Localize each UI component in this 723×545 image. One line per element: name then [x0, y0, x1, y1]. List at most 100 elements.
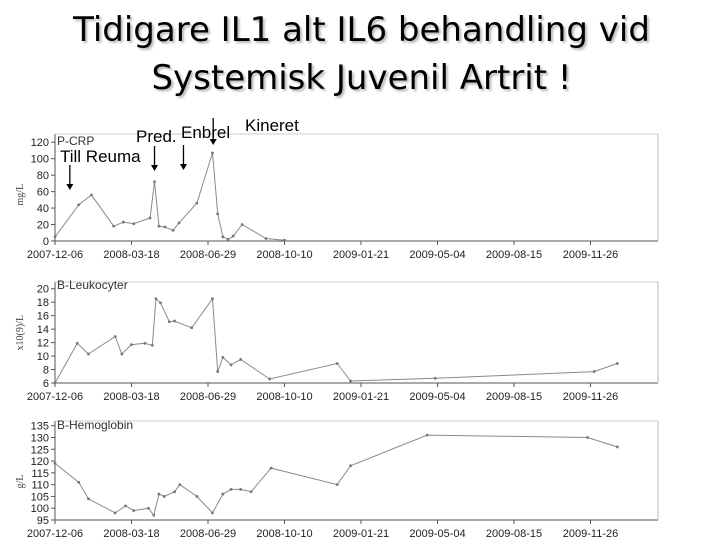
- data-point: [615, 445, 619, 449]
- slide-title-line2: Systemisk Juvenil Artrit !: [151, 58, 572, 98]
- data-point: [112, 224, 116, 228]
- data-point: [240, 223, 244, 226]
- data-point: [221, 492, 225, 496]
- data-point: [124, 504, 127, 508]
- data-point: [87, 352, 90, 356]
- data-point: [349, 379, 353, 383]
- x-tick-label: 2008-06-29: [180, 528, 236, 540]
- y-tick-label: 110: [31, 480, 49, 492]
- data-point: [226, 237, 230, 241]
- chart-title-3: B-Hemoglobin: [57, 418, 133, 432]
- data-point: [143, 341, 147, 345]
- data-point: [150, 343, 154, 347]
- x-tick-label: 2007-12-06: [27, 528, 83, 540]
- x-tick-label: 2009-05-04: [409, 249, 465, 261]
- data-point: [178, 483, 182, 487]
- annotation-enbrel: Enbrel: [179, 123, 230, 170]
- data-point: [195, 495, 199, 498]
- y-tick-label: 40: [37, 203, 49, 215]
- data-point: [87, 497, 90, 501]
- data-point: [173, 490, 176, 494]
- data-point: [349, 464, 353, 468]
- y-axis-label-2: x10(9)/L: [15, 315, 26, 351]
- data-point: [221, 235, 225, 239]
- x-tick-label: 2009-08-15: [486, 528, 542, 540]
- data-point: [335, 483, 339, 487]
- y-tick-label: 80: [37, 170, 49, 182]
- data-point: [171, 228, 175, 232]
- data-point: [53, 462, 57, 465]
- data-point: [159, 301, 162, 305]
- x-tick-label: 2009-01-21: [333, 249, 389, 261]
- annotation-arrow-head: [179, 164, 187, 170]
- data-point: [130, 343, 133, 347]
- data-point: [113, 335, 117, 338]
- data-point: [195, 201, 199, 205]
- data-point: [154, 297, 158, 301]
- data-point: [211, 297, 214, 301]
- data-point: [216, 212, 220, 216]
- data-point: [53, 381, 57, 385]
- data-point: [592, 370, 596, 373]
- annotation-label: Kineret: [245, 116, 299, 135]
- y-axis-label-1: mg/L: [15, 184, 26, 206]
- y-tick-label: 130: [31, 433, 49, 445]
- data-point: [211, 511, 214, 515]
- data-point: [152, 513, 156, 517]
- x-tick-label: 2008-03-18: [103, 391, 159, 403]
- annotation-arrow-head: [209, 139, 217, 145]
- data-point: [77, 480, 81, 484]
- x-tick-label: 2008-06-29: [180, 249, 236, 261]
- y-tick-label: 135: [31, 421, 49, 433]
- data-point: [264, 237, 268, 240]
- x-tick-label: 2007-12-06: [27, 391, 83, 403]
- series-line-2: [54, 297, 618, 384]
- annotation-tillreuma: Till Reuma: [60, 147, 141, 190]
- x-tick-label: 2009-11-26: [563, 391, 618, 403]
- y-tick-label: 120: [31, 456, 49, 468]
- annotation-label: Till Reuma: [60, 147, 141, 166]
- data-point: [89, 193, 93, 197]
- data-point: [425, 433, 429, 437]
- y-tick-label: 60: [37, 187, 49, 199]
- x-tick-label: 2008-10-10: [256, 528, 312, 540]
- annotation-label: Enbrel: [181, 123, 230, 142]
- data-point: [335, 362, 339, 365]
- data-point: [163, 225, 167, 229]
- data-point: [167, 320, 171, 324]
- chart-title-2: B-Leukocyter: [57, 278, 128, 292]
- data-point: [121, 220, 125, 224]
- y-tick-label: 100: [31, 503, 49, 515]
- x-tick-label: 2009-05-04: [409, 391, 465, 403]
- y-tick-label: 105: [31, 491, 49, 503]
- data-point: [162, 495, 166, 498]
- y-tick-label: 125: [31, 444, 49, 456]
- y-tick-label: 10: [37, 351, 49, 363]
- y-tick-label: 16: [37, 311, 49, 323]
- chart-panel-3: B-Hemoglobin g/L 9510010511011512012513013…: [15, 418, 659, 540]
- data-point: [239, 358, 243, 361]
- data-point: [157, 492, 161, 496]
- x-tick-label: 2009-08-15: [486, 391, 542, 403]
- x-tick-label: 2009-08-15: [486, 249, 542, 261]
- y-axis-label-3: g/L: [15, 475, 26, 489]
- series-line-3: [54, 434, 618, 517]
- x-tick-label: 2008-03-18: [103, 528, 159, 540]
- annotation-pred: Pred.: [136, 127, 177, 171]
- data-point: [239, 487, 243, 491]
- data-point: [269, 466, 273, 470]
- annotation-arrow-head: [66, 184, 74, 190]
- x-tick-label: 2009-05-04: [409, 528, 465, 540]
- y-tick-label: 115: [31, 468, 49, 480]
- annotation-arrow-head: [151, 165, 159, 171]
- data-point: [283, 238, 286, 242]
- y-tick-label: 14: [37, 324, 49, 336]
- data-point: [615, 362, 619, 365]
- x-tick-label: 2008-06-29: [180, 391, 236, 403]
- data-point: [75, 341, 79, 345]
- y-tick-label: 20: [37, 284, 49, 296]
- y-tick-label: 12: [37, 338, 49, 350]
- data-point: [249, 490, 253, 494]
